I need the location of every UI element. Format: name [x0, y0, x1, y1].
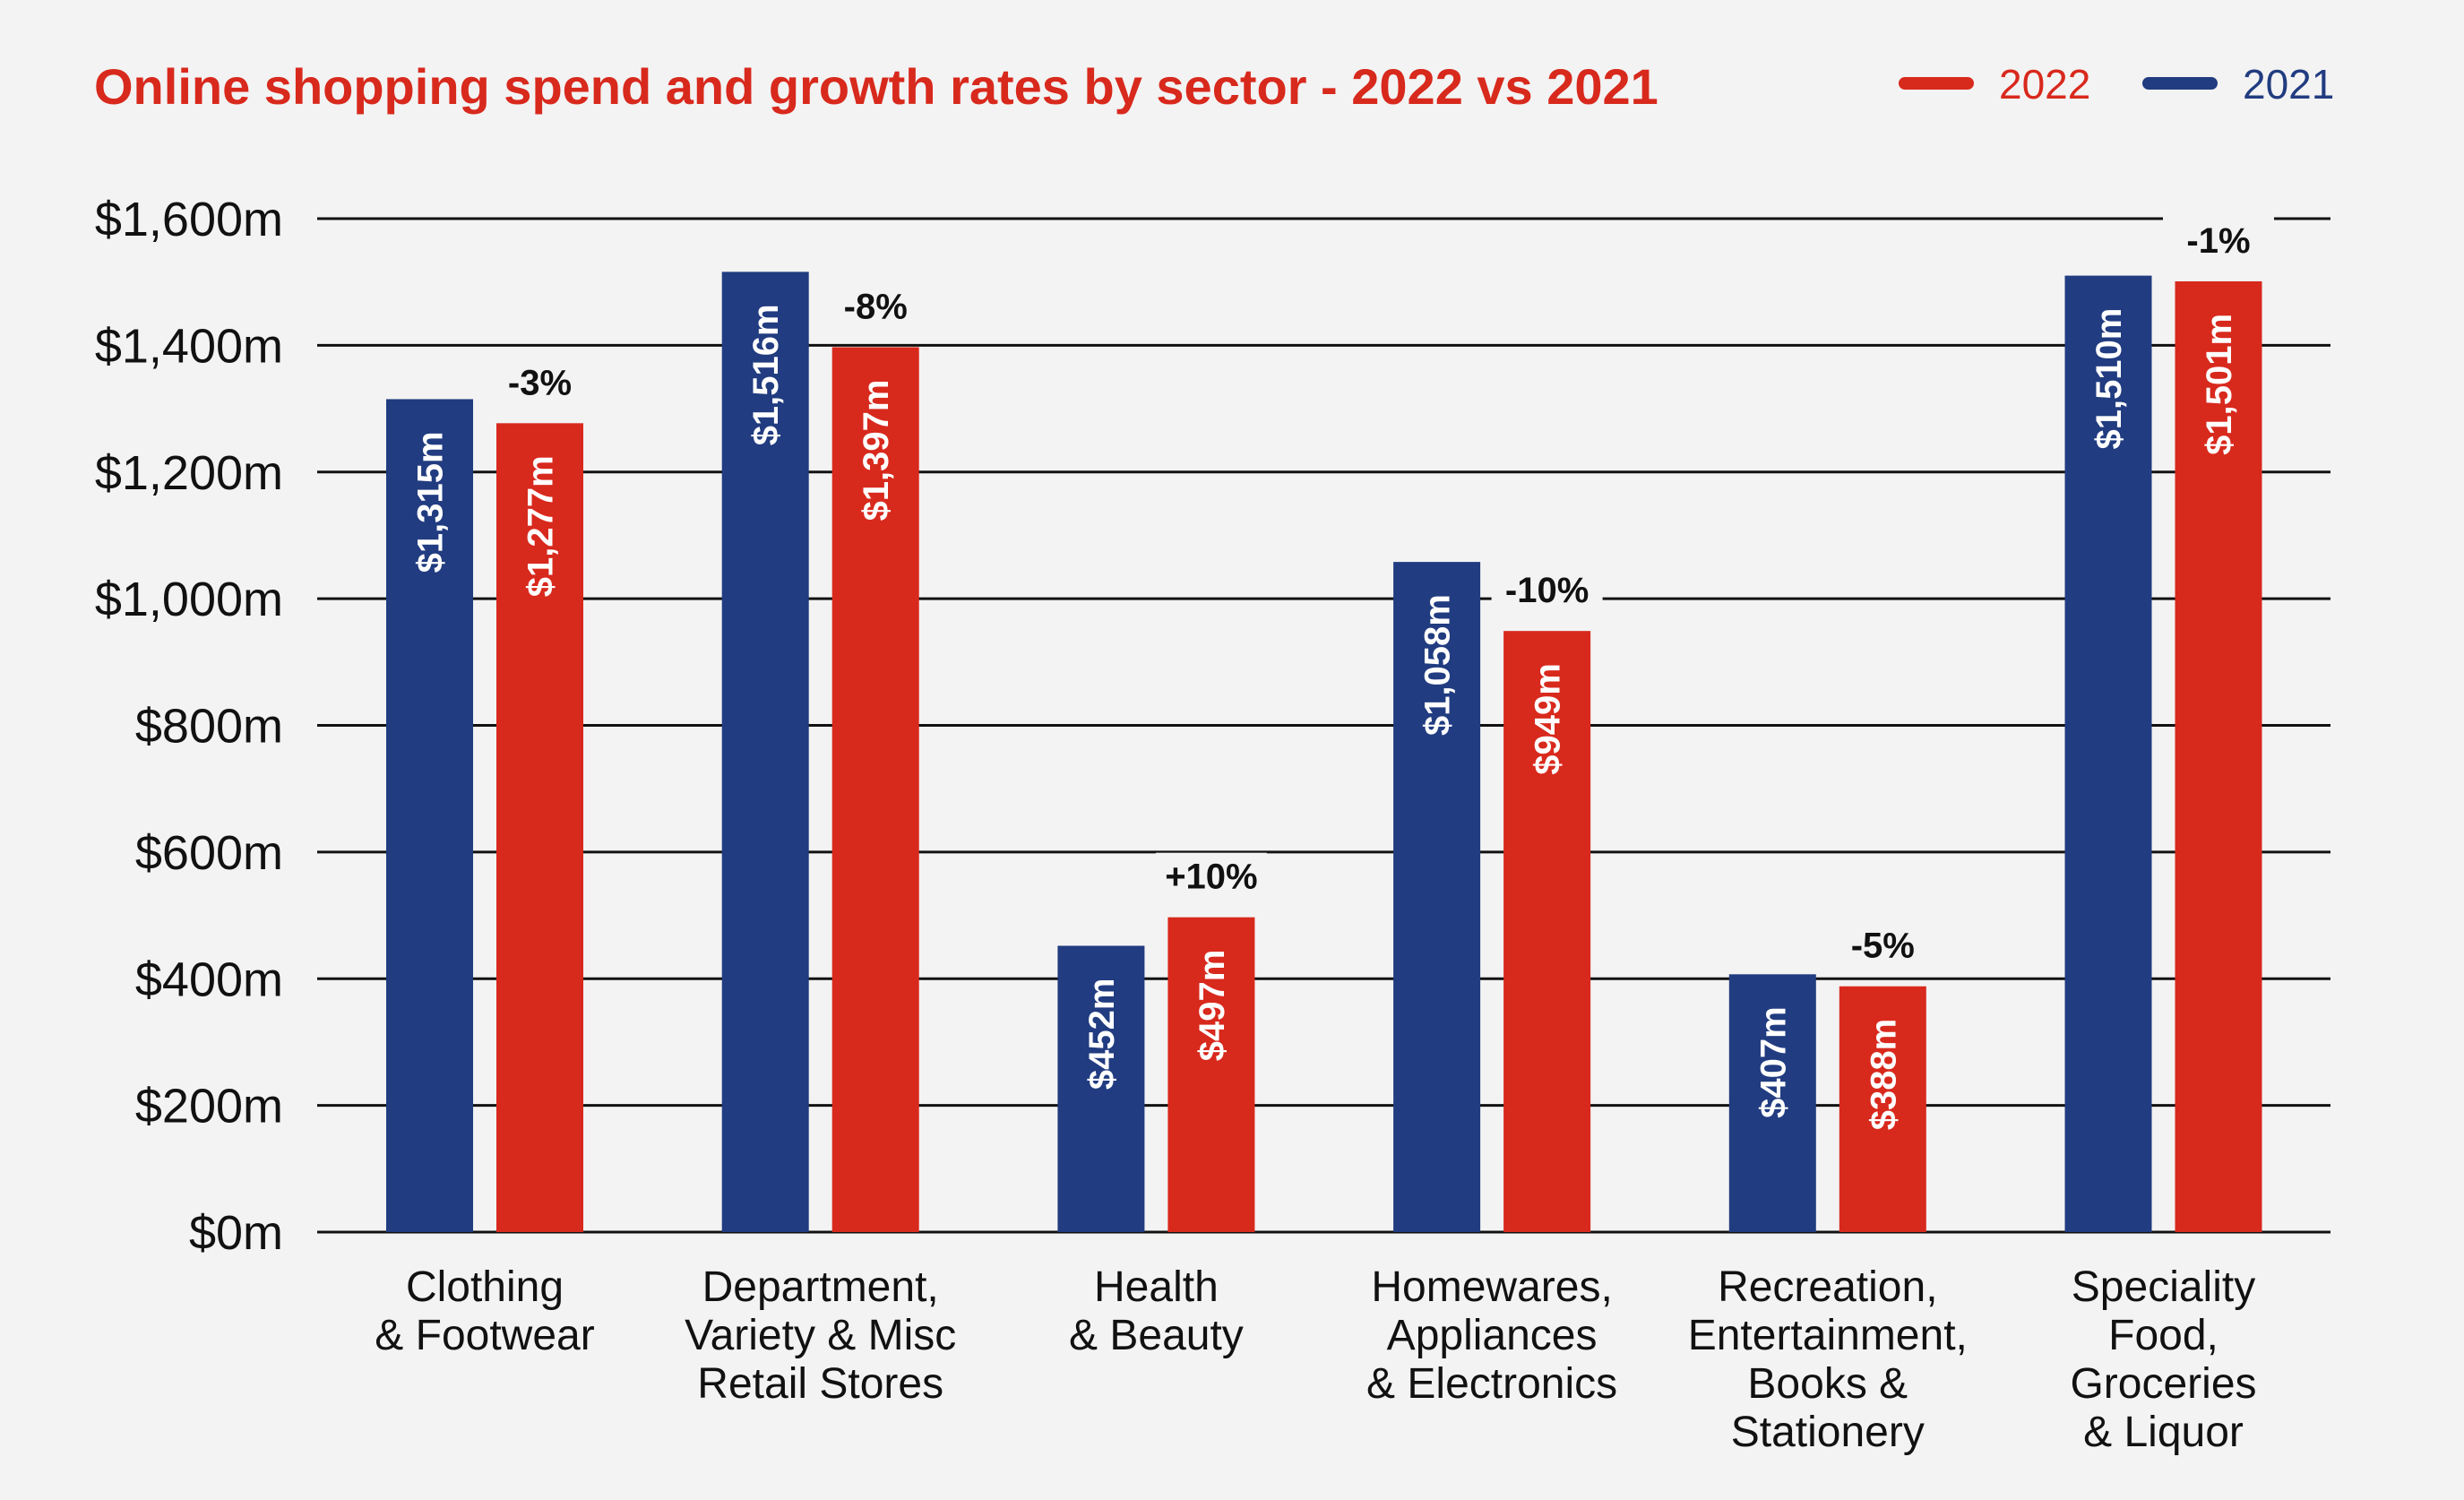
y-tick-label: $400m [135, 953, 283, 1006]
growth-label-bg [2163, 216, 2274, 265]
bar-value-label: $1,516m [746, 304, 786, 445]
bars: $1,315m $1,277m -3% Clothing & Footwear $1,51… [375, 216, 2274, 1456]
bar-value-label: $1,501m [2200, 314, 2239, 455]
growth-label: -8% [844, 287, 908, 326]
bar-2021 [386, 399, 473, 1233]
bar-value-label: $1,315m [411, 431, 451, 573]
bar-2022 [1167, 917, 1255, 1232]
bar-2022 [2175, 280, 2262, 1233]
growth-label-bg [1491, 566, 1603, 616]
growth-label: -1% [2186, 221, 2250, 261]
growth-label-bg [484, 358, 596, 408]
category-label: Homewares, Appliances & Electronics [1366, 1263, 1617, 1408]
bar-2022 [496, 423, 583, 1232]
bar-2021 [721, 272, 809, 1233]
y-tick-label: $1,200m [95, 446, 283, 500]
y-tick-label: $600m [135, 826, 283, 880]
y-tick-label: $1,000m [95, 573, 283, 626]
bar-2021 [2064, 275, 2152, 1232]
bar-value-label: $949m [1529, 663, 1568, 775]
legend: 2022 2021 [1899, 61, 2334, 108]
category-label: Health & Beauty [1069, 1263, 1244, 1359]
bar-value-label: $452m [1082, 978, 1122, 1090]
bar-value-label: $1,510m [2089, 308, 2129, 450]
legend-label-2021: 2021 [2243, 61, 2334, 108]
growth-label: +10% [1165, 858, 1257, 897]
category-label: Recreation, Entertainment, Books & Statione… [1688, 1263, 1968, 1456]
growth-label-bg [1155, 852, 1267, 901]
y-tick-label: $1,400m [95, 319, 283, 373]
y-tick-label: $1,600m [95, 193, 283, 246]
category-label: Department, Variety & Misc Retail Stores [685, 1263, 956, 1408]
category-label: Clothing & Footwear [375, 1263, 594, 1359]
growth-label-bg [1827, 921, 1939, 970]
bar-2021 [1728, 974, 1816, 1232]
bar-value-label: $1,397m [857, 379, 896, 521]
y-tick-label: $0m [189, 1206, 283, 1260]
bar-2021 [1393, 562, 1481, 1232]
bar-value-label: $407m [1753, 1006, 1793, 1118]
y-tick-label: $200m [135, 1080, 283, 1134]
growth-label-bg [820, 282, 932, 332]
category-label: Speciality Food, Groceries & Liquor [2070, 1263, 2256, 1456]
y-tick-label: $800m [135, 700, 283, 754]
bar-2022 [1503, 631, 1591, 1232]
bar-value-label: $1,058m [1418, 594, 1458, 736]
growth-label: -10% [1505, 571, 1589, 610]
bar-value-label: $388m [1864, 1019, 1903, 1131]
bar-value-label: $497m [1193, 950, 1232, 1062]
gridlines: $0m $200m $400m $600m $800m $1,000m $1,200m $1,… [95, 193, 2330, 1260]
bar-2022 [1839, 986, 1926, 1232]
bar-2022 [831, 347, 919, 1233]
legend-label-2022: 2022 [1999, 61, 2090, 108]
growth-label: -5% [1851, 927, 1915, 966]
growth-label: -3% [508, 363, 572, 402]
bar-2021 [1057, 945, 1145, 1232]
chart-title: Online shopping spend and growth rates b… [94, 58, 1658, 115]
bar-value-label: $1,277m [521, 455, 561, 597]
